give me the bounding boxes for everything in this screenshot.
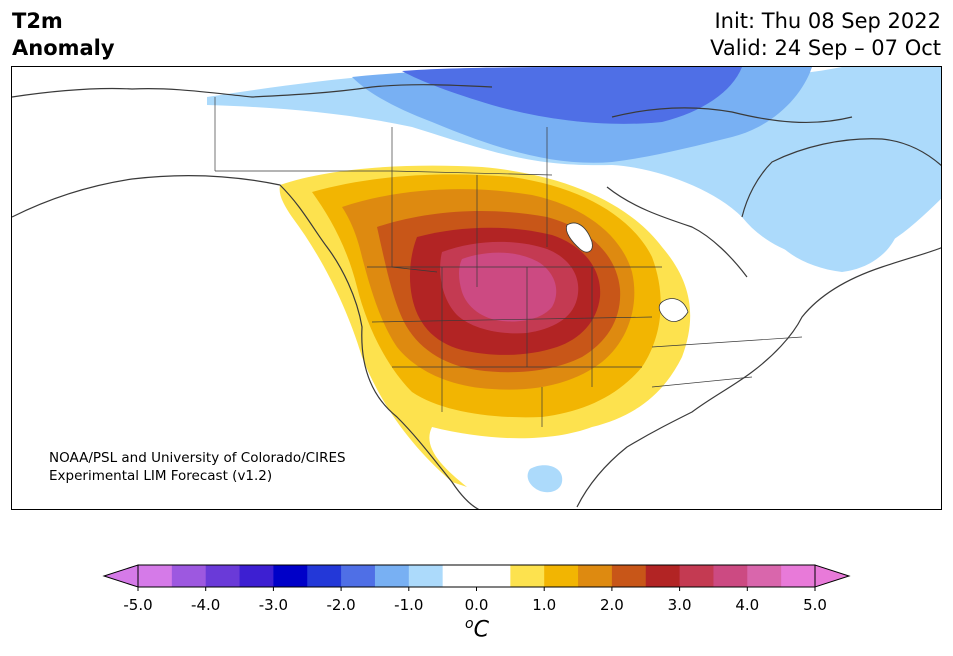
valid-date: Valid: 24 Sep – 07 Oct: [710, 36, 941, 60]
colorbar-tick-label: 3.0: [667, 596, 692, 614]
colorbar-tick-label: -3.0: [258, 596, 289, 614]
credit-line1: NOAA/PSL and University of Colorado/CIRE…: [49, 450, 346, 466]
colorbar-segment: [611, 565, 647, 587]
title-line1: T2m: [12, 9, 63, 33]
colorbar-tick-label: 4.0: [735, 596, 760, 614]
colorbar-segment: [171, 565, 207, 587]
colorbar-segment: [341, 565, 376, 587]
colorbar-tick-label: -4.0: [191, 596, 221, 614]
cold-light-spot-south: [527, 465, 563, 493]
colorbar-segment: [578, 565, 613, 587]
colorbar-tick-label: -5.0: [123, 596, 153, 614]
colorbar-segment: [679, 565, 714, 587]
colorbar-svg: [102, 564, 851, 591]
credit-line2: Experimental LIM Forecast (v1.2): [49, 468, 273, 484]
colorbar-tick-label: 2.0: [599, 596, 624, 614]
colorbar-segment: [544, 565, 579, 587]
colorbar-segment: [476, 565, 511, 587]
init-date: Init: Thu 08 Sep 2022: [714, 9, 941, 33]
unit-main: C: [473, 617, 489, 643]
map-svg: [12, 67, 941, 509]
colorbar-segment: [307, 565, 342, 587]
title-line2: Anomaly: [12, 36, 115, 60]
colorbar-segment: [645, 565, 681, 587]
date-info: Init: Thu 08 Sep 2022 Valid: 24 Sep – 07…: [710, 8, 941, 62]
colorbar-segment: [408, 565, 444, 587]
colorbar-segment: [510, 565, 545, 587]
colorbar-tick-label: 1.0: [532, 596, 557, 614]
coastlines: [12, 84, 941, 509]
colorbar-tick-label: -2.0: [326, 596, 356, 614]
colorbar-segment: [273, 565, 308, 587]
colorbar-extend-low: [102, 564, 139, 588]
colorbar-tick-label: 5.0: [803, 596, 827, 614]
cold-light-region-east: [762, 144, 903, 272]
colorbar-segment: [239, 565, 274, 587]
colorbar-tick-label: -1.0: [394, 596, 424, 614]
data-credit: NOAA/PSL and University of Colorado/CIRE…: [49, 449, 346, 485]
colorbar: -5.0 -4.0 -3.0 -2.0 -1.0 0.0 1.0 2.0 3.0 4.0 5.0 o…: [0, 556, 953, 656]
warm-7-region: [459, 252, 557, 322]
colorbar-extend-high: [814, 564, 851, 588]
unit-label: oC: [465, 616, 489, 642]
lakes: [565, 222, 689, 322]
colorbar-segment: [713, 565, 748, 587]
colorbar-tick-label: 0.0: [464, 596, 489, 614]
colorbar-segment: [747, 565, 782, 587]
colorbar-segment: [138, 565, 173, 587]
colorbar-segment: [442, 565, 477, 587]
colorbar-segment: [781, 565, 816, 587]
anomaly-map: [11, 66, 942, 510]
colorbar-segment: [205, 565, 241, 587]
map-title: T2m Anomaly: [12, 8, 115, 62]
borders: [214, 97, 803, 427]
unit-degree: o: [465, 616, 474, 632]
colorbar-segment: [374, 565, 410, 587]
